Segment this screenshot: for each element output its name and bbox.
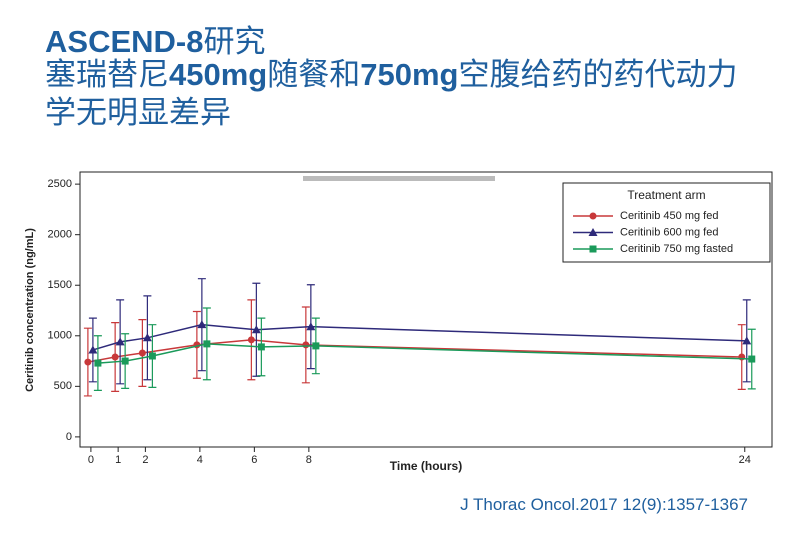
x-tick-label: 1	[115, 454, 121, 466]
point	[251, 325, 261, 334]
legend-title: Treatment arm	[627, 188, 705, 202]
point	[247, 336, 255, 344]
point	[302, 341, 310, 349]
subtitle-part: 塞瑞替尼	[45, 57, 169, 92]
y-tick-label: 0	[66, 431, 72, 443]
slide-title: ASCEND-8研究	[45, 16, 265, 61]
legend-label: Ceritinib 750 mg fasted	[620, 243, 733, 255]
slide-subtitle: 塞瑞替尼450mg随餐和750mg空腹给药的药代动力学无明显差异	[45, 56, 755, 132]
title-rest: 研究	[203, 24, 266, 59]
point	[748, 355, 756, 363]
point	[148, 352, 156, 360]
plot-frame	[79, 171, 773, 448]
subtitle-part: 空腹给药的药代动力学无明显差异	[45, 57, 738, 130]
title-bold: ASCEND-8	[45, 24, 204, 59]
point	[115, 337, 125, 346]
point	[742, 336, 752, 345]
y-axis-label: Ceritinib concentration (ng/mL)	[24, 228, 36, 392]
point	[111, 353, 119, 361]
x-axis-label: Time (hours)	[390, 459, 462, 473]
point	[138, 349, 146, 357]
point	[142, 333, 152, 342]
point	[257, 343, 265, 351]
subtitle-part: 450mg	[169, 57, 268, 92]
banner-bar	[303, 176, 495, 181]
x-tick-label: 4	[197, 454, 203, 466]
x-tick-label: 24	[739, 454, 751, 466]
series-line	[97, 343, 752, 364]
chart: Time (hours) Ceritinib concentration (ng…	[24, 171, 773, 473]
y-tick-label: 500	[54, 380, 72, 392]
subtitle-part: 随餐和	[267, 57, 361, 92]
legend-label: Ceritinib 450 mg fed	[620, 210, 718, 222]
point	[312, 342, 320, 350]
series-line	[87, 339, 742, 363]
point	[306, 322, 316, 331]
point	[121, 357, 129, 365]
x-tick-label: 6	[251, 454, 257, 466]
x-tick-label: 2	[142, 454, 148, 466]
y-tick-label: 1000	[48, 330, 72, 342]
point	[197, 320, 207, 329]
legend-marker	[589, 212, 597, 220]
y-tick-label: 2500	[48, 178, 72, 190]
x-tick-label: 8	[306, 454, 312, 466]
subtitle-part: 750mg	[360, 57, 459, 92]
point	[88, 345, 98, 354]
legend-marker	[588, 228, 598, 236]
legend-label: Ceritinib 600 mg fed	[620, 226, 718, 238]
x-tick-label: 0	[88, 454, 94, 466]
citation: J Thorac Oncol.2017 12(9):1357-1367	[460, 495, 748, 514]
y-tick-label: 1500	[48, 279, 72, 291]
point	[84, 358, 92, 366]
y-tick-label: 2000	[48, 229, 72, 241]
point	[203, 340, 211, 348]
point	[94, 359, 102, 367]
legend-marker	[589, 245, 597, 253]
